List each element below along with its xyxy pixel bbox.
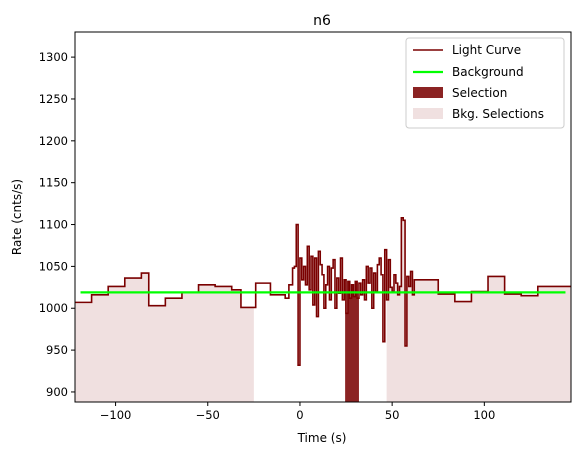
y-tick-label: 900 [46,385,68,399]
y-tick-label: 1050 [39,259,68,273]
y-tick-label: 1200 [39,134,68,148]
bkg-selection-region-0 [75,273,254,402]
legend-label-selection: Selection [452,86,507,100]
y-tick-label: 1150 [39,176,68,190]
plot-frame [74,31,572,403]
x-tick-label: 100 [473,408,495,422]
bkg-selection-region-1 [386,217,571,402]
legend-label-bkg-selection: Bkg. Selections [452,107,544,121]
plot-area [74,31,572,403]
y-tick-label: 1300 [39,50,68,64]
x-tick-label: 0 [296,408,303,422]
legend-label-light-curve: Light Curve [452,43,521,57]
legend-label-background: Background [452,65,524,79]
legend-swatch-selection [413,87,443,98]
y-tick-label: 1000 [39,301,68,315]
x-tick-label: −50 [196,408,220,422]
y-tick-label: 950 [46,343,68,357]
x-axis-label: Time (s) [297,431,347,445]
x-axis: −100 −50 0 50 100 [100,402,495,422]
legend: Light Curve Background Selection Bkg. Se… [405,37,565,129]
legend-frame [405,37,565,129]
y-tick-label: 1250 [39,92,68,106]
light-curve-layer [75,217,571,366]
light-curve-line [75,217,571,366]
bkg-selection-layer [75,217,571,402]
chart-title: n6 [313,13,331,29]
x-tick-label: 50 [385,408,400,422]
legend-swatch-bkg-selection [413,108,443,119]
y-axis-label: Rate (cnts/s) [10,179,24,255]
y-axis: 900 950 1000 1050 1100 1150 1200 1250 1300 [39,50,75,399]
x-tick-label: −100 [100,408,132,422]
y-tick-label: 1100 [39,218,68,232]
